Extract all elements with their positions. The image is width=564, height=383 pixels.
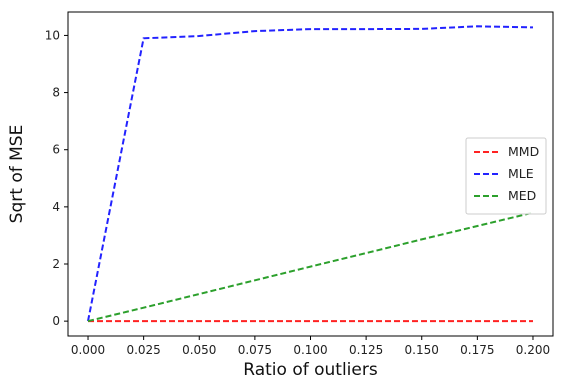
x-axis-label: Ratio of outliers xyxy=(243,360,378,380)
x-tick-label: 0.025 xyxy=(126,343,160,357)
x-tick-label: 0.000 xyxy=(71,343,105,357)
x-tick-label: 0.100 xyxy=(293,343,327,357)
x-tick-label: 0.050 xyxy=(182,343,216,357)
y-tick-label: 2 xyxy=(52,257,60,271)
x-tick-label: 0.175 xyxy=(460,343,494,357)
axis-ticks: 0.000 0.025 0.050 0.075 0.100 0.125 0.150 0.175… xyxy=(45,28,550,357)
legend-label-mmd: MMD xyxy=(508,144,539,159)
x-tick-label: 0.125 xyxy=(349,343,383,357)
legend-label-med: MED xyxy=(508,188,536,203)
y-tick-label: 4 xyxy=(52,200,60,214)
series-line-mle xyxy=(87,25,534,322)
series-line-med xyxy=(87,211,534,323)
y-tick-label: 10 xyxy=(45,28,60,42)
plot-area-frame xyxy=(67,11,554,337)
plot-series xyxy=(87,25,534,323)
y-tick-label: 8 xyxy=(52,86,60,100)
x-tick-label: 0.075 xyxy=(238,343,272,357)
y-tick-label: 0 xyxy=(52,314,60,328)
y-axis-label: Sqrt of MSE xyxy=(7,125,27,224)
legend-items: MMD MLE MED xyxy=(474,144,539,203)
y-tick-label: 6 xyxy=(52,143,60,157)
legend-label-mle: MLE xyxy=(508,166,534,181)
legend: MMD MLE MED xyxy=(465,137,547,215)
x-tick-label: 0.200 xyxy=(516,343,550,357)
x-tick-label: 0.150 xyxy=(405,343,439,357)
